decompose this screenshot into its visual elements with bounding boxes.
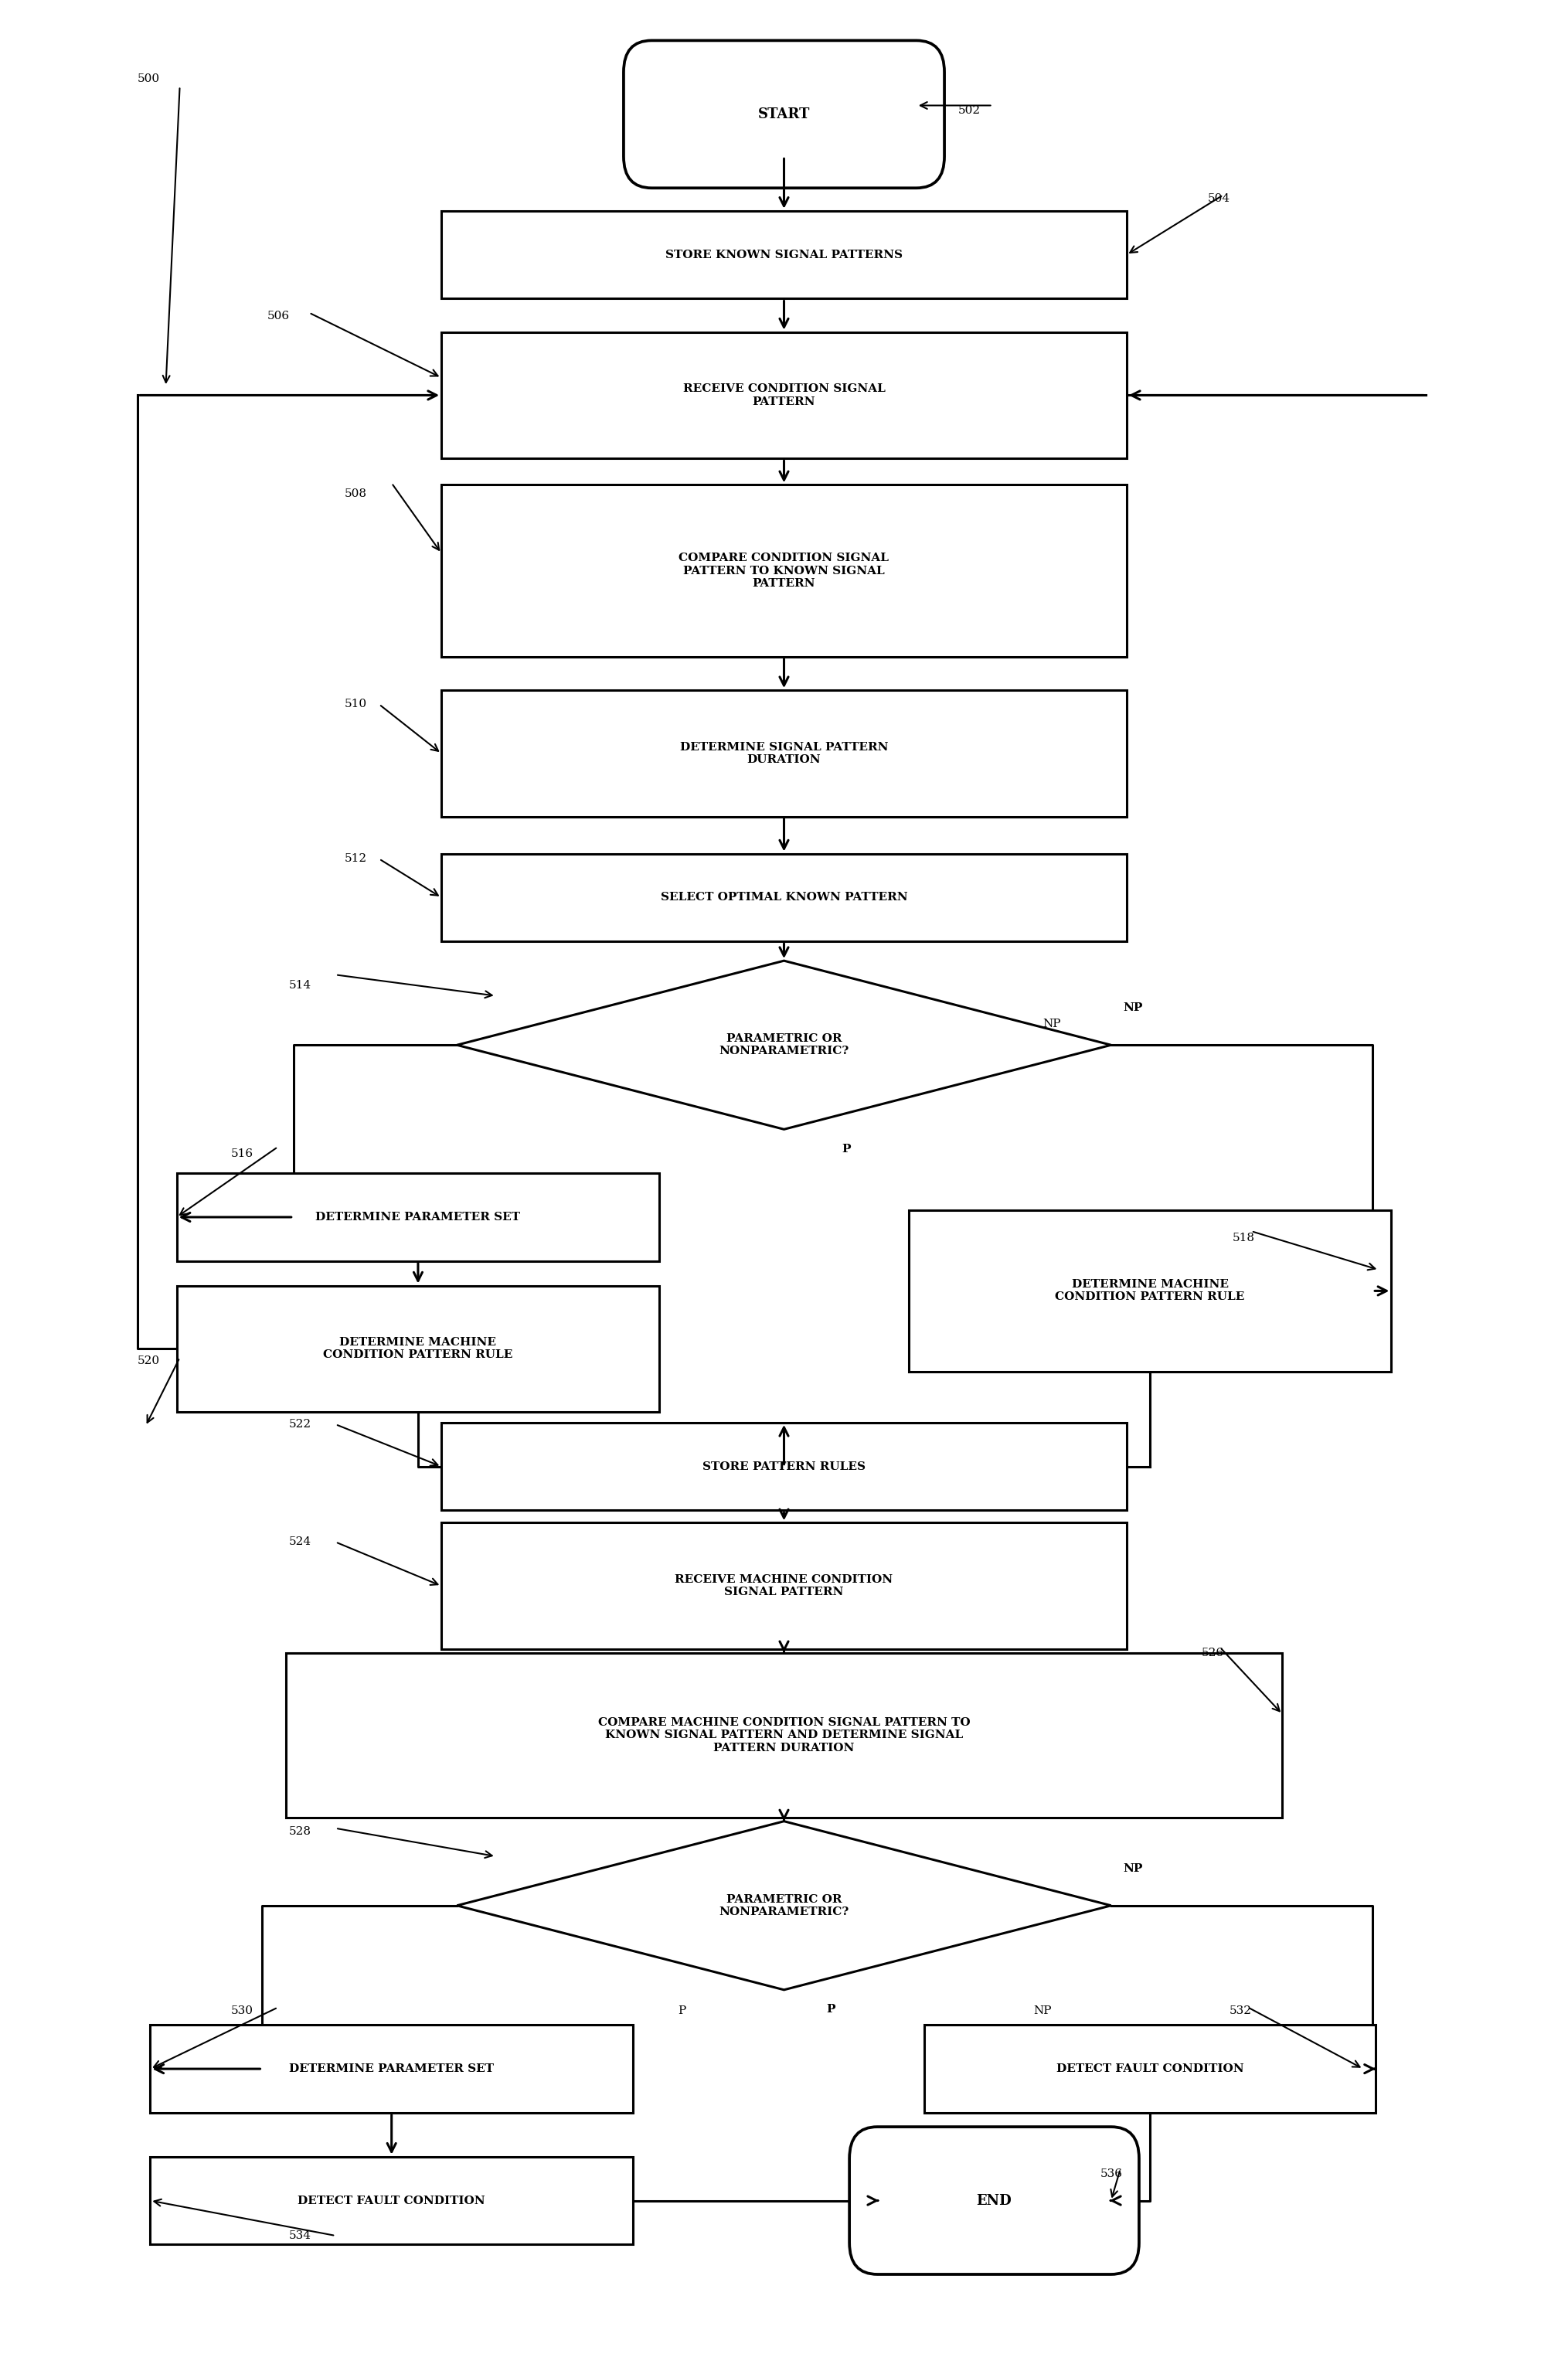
Text: 536: 536 <box>1101 2168 1123 2180</box>
Text: P: P <box>842 1144 851 1154</box>
Text: P: P <box>677 2005 687 2016</box>
Polygon shape <box>456 1820 1112 1990</box>
Text: DETERMINE SIGNAL PATTERN
DURATION: DETERMINE SIGNAL PATTERN DURATION <box>681 742 887 766</box>
FancyBboxPatch shape <box>442 485 1126 657</box>
Text: NP: NP <box>1124 1863 1143 1875</box>
Text: COMPARE CONDITION SIGNAL
PATTERN TO KNOWN SIGNAL
PATTERN: COMPARE CONDITION SIGNAL PATTERN TO KNOW… <box>679 553 889 589</box>
FancyBboxPatch shape <box>442 1423 1126 1511</box>
Text: 526: 526 <box>1201 1648 1225 1657</box>
Text: 504: 504 <box>1207 194 1229 203</box>
FancyBboxPatch shape <box>442 690 1126 816</box>
FancyBboxPatch shape <box>850 2128 1138 2274</box>
Text: STORE KNOWN SIGNAL PATTERNS: STORE KNOWN SIGNAL PATTERNS <box>665 248 903 260</box>
Text: PARAMETRIC OR
NONPARAMETRIC?: PARAMETRIC OR NONPARAMETRIC? <box>720 1033 848 1057</box>
Text: 524: 524 <box>289 1537 312 1548</box>
FancyBboxPatch shape <box>285 1652 1283 1818</box>
Text: DETERMINE PARAMETER SET: DETERMINE PARAMETER SET <box>289 2064 494 2073</box>
FancyBboxPatch shape <box>151 2156 633 2243</box>
Text: 520: 520 <box>138 1355 160 1366</box>
Text: 516: 516 <box>230 1149 254 1158</box>
Text: 518: 518 <box>1232 1232 1254 1243</box>
Text: 528: 528 <box>289 1827 310 1837</box>
Text: DETERMINE MACHINE
CONDITION PATTERN RULE: DETERMINE MACHINE CONDITION PATTERN RULE <box>323 1338 513 1362</box>
Text: RECEIVE CONDITION SIGNAL
PATTERN: RECEIVE CONDITION SIGNAL PATTERN <box>682 383 886 407</box>
Text: 514: 514 <box>289 981 312 991</box>
FancyBboxPatch shape <box>908 1210 1391 1371</box>
Text: 534: 534 <box>289 2229 310 2241</box>
Text: SELECT OPTIMAL KNOWN PATTERN: SELECT OPTIMAL KNOWN PATTERN <box>660 891 908 903</box>
Text: DETERMINE PARAMETER SET: DETERMINE PARAMETER SET <box>315 1213 521 1222</box>
Polygon shape <box>456 960 1112 1130</box>
Text: 508: 508 <box>345 489 367 499</box>
Text: 510: 510 <box>345 700 367 709</box>
Text: NP: NP <box>1043 1019 1060 1028</box>
Text: COMPARE MACHINE CONDITION SIGNAL PATTERN TO
KNOWN SIGNAL PATTERN AND DETERMINE S: COMPARE MACHINE CONDITION SIGNAL PATTERN… <box>597 1716 971 1754</box>
Text: DETECT FAULT CONDITION: DETECT FAULT CONDITION <box>1057 2064 1243 2073</box>
FancyBboxPatch shape <box>442 210 1126 298</box>
Text: DETECT FAULT CONDITION: DETECT FAULT CONDITION <box>298 2196 486 2206</box>
Text: 506: 506 <box>267 310 290 322</box>
Text: END: END <box>977 2194 1011 2208</box>
FancyBboxPatch shape <box>624 40 944 189</box>
Text: 502: 502 <box>958 106 982 116</box>
Text: RECEIVE MACHINE CONDITION
SIGNAL PATTERN: RECEIVE MACHINE CONDITION SIGNAL PATTERN <box>674 1574 894 1598</box>
FancyBboxPatch shape <box>442 853 1126 941</box>
Text: 530: 530 <box>230 2005 254 2016</box>
Text: NP: NP <box>1033 2005 1051 2016</box>
Text: STORE PATTERN RULES: STORE PATTERN RULES <box>702 1461 866 1473</box>
Text: PARAMETRIC OR
NONPARAMETRIC?: PARAMETRIC OR NONPARAMETRIC? <box>720 1894 848 1917</box>
Text: 522: 522 <box>289 1418 312 1430</box>
Text: 532: 532 <box>1229 2005 1251 2016</box>
FancyBboxPatch shape <box>177 1173 660 1260</box>
Text: 512: 512 <box>345 853 367 865</box>
Text: START: START <box>757 106 811 121</box>
FancyBboxPatch shape <box>442 1522 1126 1650</box>
Text: P: P <box>826 2005 836 2014</box>
Text: 500: 500 <box>138 73 160 85</box>
FancyBboxPatch shape <box>924 2026 1375 2113</box>
FancyBboxPatch shape <box>442 331 1126 459</box>
Text: DETERMINE MACHINE
CONDITION PATTERN RULE: DETERMINE MACHINE CONDITION PATTERN RULE <box>1055 1279 1245 1303</box>
FancyBboxPatch shape <box>151 2026 633 2113</box>
Text: NP: NP <box>1124 1002 1143 1014</box>
FancyBboxPatch shape <box>177 1286 660 1411</box>
